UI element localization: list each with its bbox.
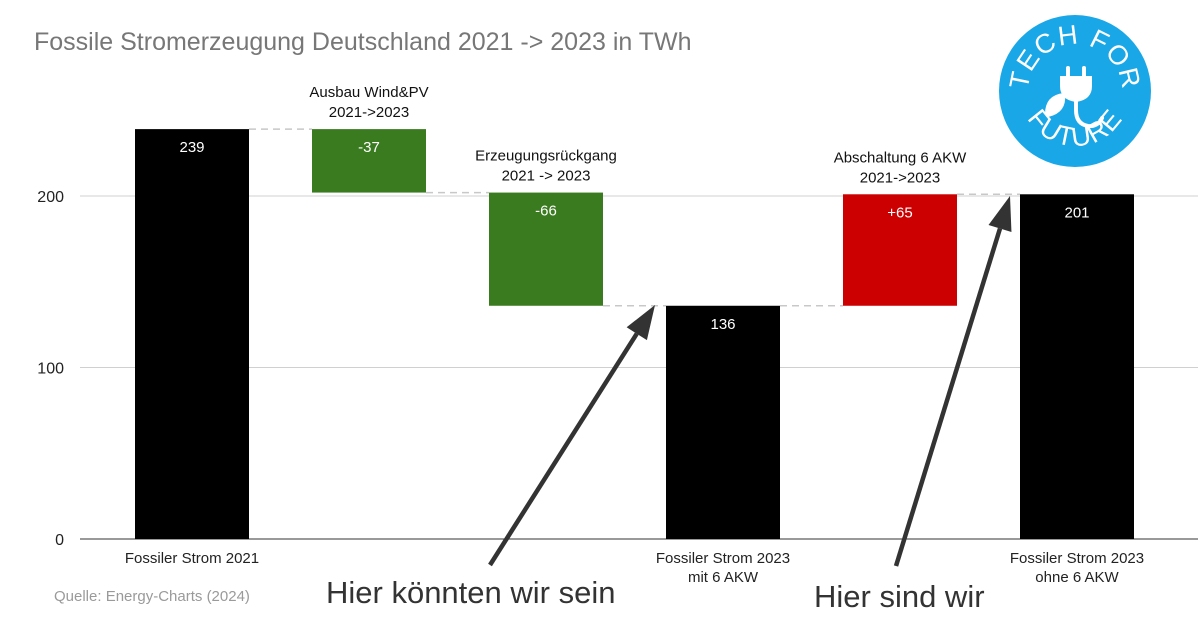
step-label: 2021->2023 bbox=[860, 169, 941, 186]
category-label: Fossiler Strom 2023 bbox=[1010, 550, 1144, 567]
chart-title: Fossile Stromerzeugung Deutschland 2021 … bbox=[34, 28, 692, 56]
arrow-we-are bbox=[893, 196, 1012, 567]
bar-total bbox=[666, 305, 780, 539]
annotation-could-be: Hier könnten wir sein bbox=[326, 575, 616, 610]
bar-decrease bbox=[312, 129, 426, 193]
bar-decrease bbox=[489, 192, 603, 306]
annotation-we-are: Hier sind wir bbox=[814, 579, 985, 614]
data-label: -66 bbox=[535, 203, 557, 220]
category-label: Fossiler Strom 2023 bbox=[656, 550, 790, 567]
data-label: 136 bbox=[710, 316, 735, 333]
bar-increase bbox=[843, 194, 957, 306]
arrow-head bbox=[988, 196, 1012, 233]
source-note: Quelle: Energy-Charts (2024) bbox=[54, 588, 250, 605]
step-label: Erzeugungsrückgang bbox=[475, 148, 617, 165]
step-label: Ausbau Wind&PV bbox=[309, 84, 428, 101]
arrow-could-be bbox=[488, 305, 655, 567]
connector-layer bbox=[249, 128, 1020, 307]
arrow-shaft bbox=[488, 332, 639, 567]
arrow-layer bbox=[488, 196, 1012, 567]
step-label: 2021 -> 2023 bbox=[502, 168, 591, 185]
data-label: 239 bbox=[179, 139, 204, 156]
category-label: ohne 6 AKW bbox=[1035, 569, 1119, 586]
bar-total bbox=[1020, 194, 1134, 539]
bar-layer bbox=[135, 129, 1134, 540]
y-tick-label: 100 bbox=[37, 361, 64, 378]
y-tick-label: 200 bbox=[37, 189, 64, 206]
data-label: +65 bbox=[887, 204, 912, 221]
grid-layer: 0 100 200 bbox=[37, 189, 1198, 549]
arrow-shaft bbox=[893, 227, 1003, 567]
tech-for-future-logo: TECH FOR FUTURE bbox=[999, 15, 1151, 167]
category-label: mit 6 AKW bbox=[688, 569, 759, 586]
data-label: 201 bbox=[1064, 204, 1089, 221]
step-label: 2021->2023 bbox=[329, 104, 410, 121]
category-label: Fossiler Strom 2021 bbox=[125, 550, 259, 567]
plug-leaf-icon bbox=[1044, 66, 1104, 129]
data-label: -37 bbox=[358, 139, 380, 156]
step-label: Abschaltung 6 AKW bbox=[834, 149, 967, 166]
bar-total bbox=[135, 129, 249, 540]
arrow-head bbox=[626, 305, 655, 341]
label-layer: 239 Fossiler Strom 2021 -37 Ausbau Wind&PV 2… bbox=[125, 84, 1144, 586]
y-tick-label: 0 bbox=[55, 532, 64, 549]
